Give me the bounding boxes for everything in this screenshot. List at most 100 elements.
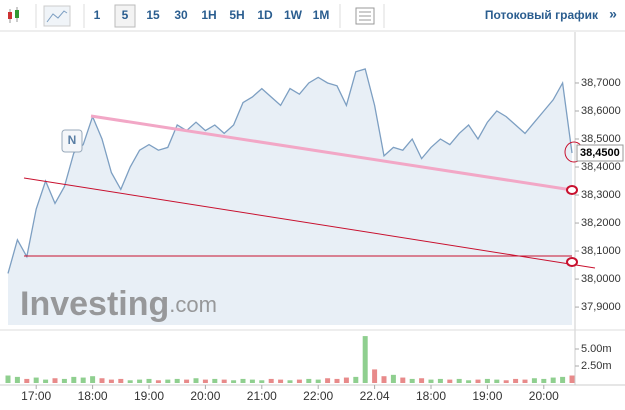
volume-bar: [296, 379, 302, 383]
volume-bar: [240, 378, 246, 383]
volume-bar: [5, 375, 11, 383]
volume-bar: [165, 379, 171, 383]
x-tick-label: 21:00: [247, 389, 277, 403]
x-tick-label: 19:00: [472, 389, 502, 403]
volume-bar: [137, 379, 143, 383]
selected-interval-box: [114, 4, 136, 28]
x-tick-label: 20:00: [529, 389, 559, 403]
handle[interactable]: [566, 257, 578, 267]
volume-bar: [193, 378, 199, 383]
y-tick-label: 38,4000: [581, 161, 621, 173]
volume-bar: [400, 377, 406, 383]
more-link[interactable]: »: [609, 6, 617, 22]
volume-bar: [390, 374, 396, 383]
interval-button[interactable]: 5: [122, 8, 129, 22]
x-tick-label: 18:00: [416, 389, 446, 403]
volume-bar: [334, 378, 340, 383]
last-price-label: 38,4500: [580, 147, 620, 159]
volume-bar: [409, 378, 415, 383]
y-tick-label: 38,6000: [581, 105, 621, 117]
interval-button[interactable]: 15: [146, 8, 160, 22]
volume-bar: [259, 380, 265, 383]
x-tick-label: 19:00: [134, 389, 164, 403]
volume-bar: [475, 379, 481, 383]
last-price-box: [576, 144, 624, 162]
y-tick-label: 38,2000: [581, 217, 621, 229]
volume-bar: [550, 377, 556, 383]
volume-bar: [437, 378, 443, 383]
y-tick-label: 37,9000: [581, 301, 621, 313]
volume-bar: [531, 378, 537, 383]
y-tick-label: 38,3000: [581, 189, 621, 201]
volume-bar: [522, 379, 528, 383]
volume-bar: [61, 378, 67, 383]
x-tick-label: 18:00: [78, 389, 108, 403]
volume-bar: [569, 375, 575, 383]
volume-bar: [221, 379, 227, 383]
handle[interactable]: [566, 185, 578, 195]
volume-bar: [118, 378, 124, 383]
y-tick-label: 2.50m: [581, 360, 612, 372]
volume-bar: [80, 377, 86, 383]
volume-bar: [184, 379, 190, 383]
x-tick-label: 22:00: [303, 389, 333, 403]
volume-bar: [306, 378, 312, 383]
trend-line-red[interactable]: [23, 177, 596, 269]
x-tick-label: 22.04: [360, 389, 390, 403]
volume-bar: [14, 376, 20, 383]
volume-bar: [287, 380, 293, 383]
volume-bar: [353, 376, 359, 383]
trend-line-pink[interactable]: [90, 114, 573, 192]
interval-button[interactable]: 1M: [313, 8, 330, 22]
candle-icon[interactable]: [8, 7, 19, 23]
volume-bar: [381, 376, 387, 383]
volume-bar: [90, 376, 96, 383]
volume-bar: [560, 376, 566, 383]
area-icon[interactable]: [43, 5, 71, 27]
news-marker[interactable]: [61, 129, 83, 153]
y-tick-label: 38,7000: [581, 77, 621, 89]
volume-bar: [466, 380, 472, 383]
volume-bar: [447, 379, 453, 383]
volume-bar: [268, 378, 274, 383]
y-tick-label: 38,0000: [581, 273, 621, 285]
volume-bar: [43, 379, 49, 383]
watermark-suffix: .com: [169, 292, 217, 317]
volume-bar: [541, 378, 547, 383]
volume-bar: [99, 378, 105, 383]
volume-bar: [343, 377, 349, 383]
interval-button[interactable]: 1: [94, 8, 101, 22]
volume-bar: [503, 380, 509, 383]
volume-bar: [419, 378, 425, 383]
volume-bar: [249, 379, 255, 383]
news-marker-label: N: [68, 133, 77, 147]
volume-bar: [315, 379, 321, 383]
stream-chart-link[interactable]: Потоковый график: [485, 8, 599, 22]
table-icon[interactable]: [355, 7, 375, 25]
volume-bar: [494, 379, 500, 383]
volume-bar: [71, 376, 77, 383]
watermark: Investing.com: [20, 285, 217, 323]
x-tick-label: 20:00: [190, 389, 220, 403]
volume-bar: [278, 379, 284, 383]
volume-bar: [24, 378, 30, 383]
interval-button[interactable]: 5H: [229, 8, 244, 22]
interval-button[interactable]: 1W: [284, 8, 303, 22]
volume-bar: [108, 379, 114, 383]
volume-bar: [484, 378, 490, 383]
interval-button[interactable]: 30: [174, 8, 188, 22]
interval-button[interactable]: 1D: [257, 8, 273, 22]
volume-bar: [325, 378, 331, 383]
volume-bar: [127, 380, 133, 383]
volume-bar: [372, 369, 378, 383]
volume-bar: [202, 379, 208, 383]
interval-button[interactable]: 1H: [201, 8, 216, 22]
y-tick-label: 5.00m: [581, 343, 612, 355]
price-area: [8, 68, 572, 325]
x-tick-label: 17:00: [21, 389, 51, 403]
price-line: [7, 68, 573, 274]
volume-bar: [513, 378, 519, 383]
y-tick-label: 38,1000: [581, 245, 621, 257]
volume-bar: [33, 377, 39, 383]
volume-bar: [174, 378, 180, 383]
